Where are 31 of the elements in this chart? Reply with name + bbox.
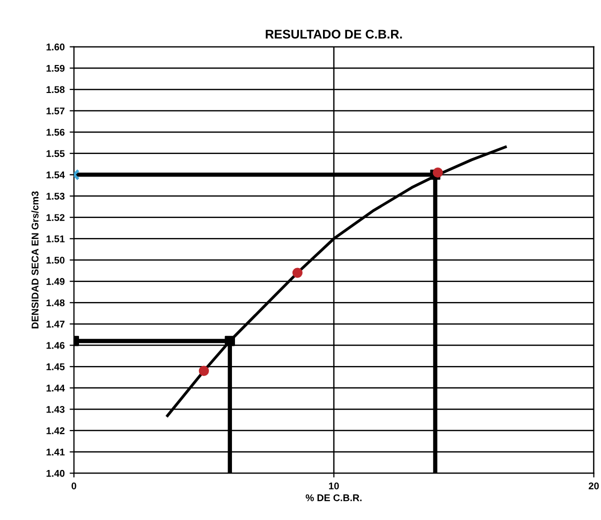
y-tick-label: 1.50 xyxy=(46,256,64,264)
y-tick-label: 1.60 xyxy=(46,44,64,50)
y-tick-label: 1.40 xyxy=(46,470,64,477)
y-tick-label: 1.43 xyxy=(46,406,65,413)
point xyxy=(224,336,235,346)
y-tick-label: 1.48 xyxy=(46,299,65,306)
y-tick-label: 1.47 xyxy=(46,320,64,328)
y-tick-label: 1.58 xyxy=(46,86,65,94)
point xyxy=(432,168,443,178)
y-tick-label: 1.52 xyxy=(46,214,65,221)
y-tick-label: 1.46 xyxy=(46,342,65,349)
x-axis-title: % DE C.B.R. xyxy=(306,494,362,502)
y-tick-label: 1.55 xyxy=(46,150,65,158)
point xyxy=(292,268,303,278)
y-tick-label: 1.54 xyxy=(46,172,65,178)
y-tick-label: 1.51 xyxy=(46,236,65,242)
y-tick-label: 1.41 xyxy=(46,448,65,456)
y-tick-label: 1.42 xyxy=(46,427,65,434)
chart-title: RESULTADO DE C.B.R. xyxy=(266,30,402,39)
x-tick-label: 20 xyxy=(588,482,599,490)
y-tick-label: 1.57 xyxy=(46,108,64,114)
y-tick-label: 1.59 xyxy=(46,64,65,72)
y-tick-label: 1.53 xyxy=(46,192,65,200)
y-tick-label: 1.56 xyxy=(46,128,65,136)
point xyxy=(198,366,209,376)
x-tick-label: 10 xyxy=(329,482,339,490)
y-tick-label: 1.49 xyxy=(46,278,65,285)
y-axis-title: DENSIDAD SECA EN Grs/cm3 xyxy=(31,191,39,328)
y-tick-label: 1.45 xyxy=(46,363,65,370)
x-tick-label: 0 xyxy=(72,482,76,490)
y-tick-label: 1.44 xyxy=(46,384,65,392)
